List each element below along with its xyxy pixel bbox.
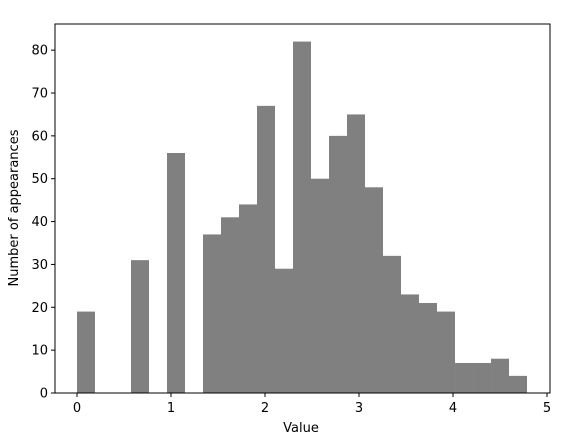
y-tick-label: 50 [31,172,48,187]
bar [347,114,366,393]
bar [293,41,312,393]
y-tick-label: 20 [31,301,48,316]
bar [76,311,95,393]
x-tick-label: 0 [73,401,81,416]
bar [203,234,222,393]
bar [401,294,420,393]
x-axis-label: Value [283,421,319,436]
bar [275,268,294,393]
bar [473,363,492,393]
y-tick-label: 60 [31,129,48,144]
y-tick-label: 40 [31,215,48,230]
bar [509,375,528,393]
x-tick-label: 1 [167,401,175,416]
bar [167,153,186,393]
bar [491,358,510,393]
y-tick-label: 0 [40,387,48,402]
bar [419,303,438,393]
y-tick-label: 70 [31,87,48,102]
y-tick-label: 10 [31,344,48,359]
bar [437,311,456,393]
bar [383,255,402,393]
y-axis-label: Number of appearances [7,129,22,286]
y-tick-label: 30 [31,258,48,273]
bar [257,105,276,393]
bar [329,135,348,393]
bar [221,217,240,393]
bar [365,187,384,393]
bar [239,204,258,393]
plot-frame [54,23,551,394]
x-tick-label: 4 [449,401,457,416]
bar [130,260,149,393]
x-tick-label: 5 [543,401,551,416]
x-tick-label: 2 [261,401,269,416]
bar [311,178,330,393]
x-tick-label: 3 [355,401,363,416]
y-tick-label: 80 [31,44,48,59]
bar [455,363,474,393]
